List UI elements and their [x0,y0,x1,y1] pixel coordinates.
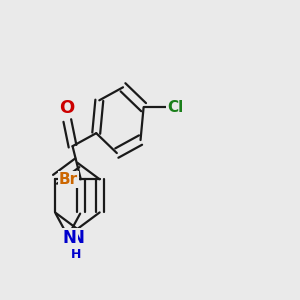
Text: N: N [70,229,84,247]
Text: O: O [59,99,74,117]
Text: H: H [71,248,81,261]
Text: Br: Br [59,172,78,187]
Text: Cl: Cl [167,100,183,115]
Text: N: N [63,230,76,247]
